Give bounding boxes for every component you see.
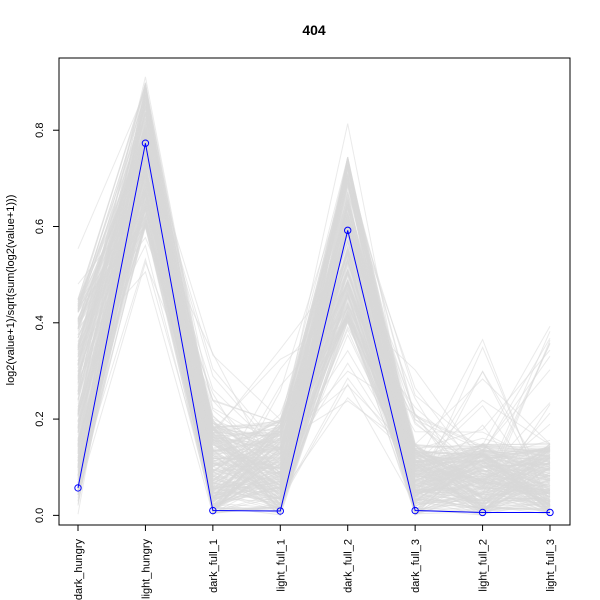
y-tick-label: 0.4 bbox=[34, 315, 46, 330]
x-tick-label: light_full_1 bbox=[275, 539, 287, 592]
x-tick-label: dark_full_2 bbox=[343, 539, 355, 593]
background-line bbox=[77, 76, 551, 513]
highlight-line bbox=[77, 143, 550, 513]
highlight-point bbox=[276, 507, 284, 515]
background-line bbox=[77, 171, 551, 516]
y-tick-label: 0.8 bbox=[34, 123, 46, 138]
highlight-point bbox=[209, 506, 217, 515]
plot-frame bbox=[58, 57, 571, 526]
background-line bbox=[77, 171, 551, 475]
highlight-point bbox=[74, 484, 82, 492]
x-axis: dark_hungry light_hungry dark_full_1 light_… bbox=[73, 525, 557, 600]
x-tick-label: light_full_2 bbox=[478, 539, 490, 592]
x-tick-label: light_hungry bbox=[140, 539, 152, 599]
y-tick-label: 0.0 bbox=[34, 508, 46, 523]
highlight-point bbox=[141, 139, 150, 147]
background-lines bbox=[77, 76, 551, 517]
background-line bbox=[77, 185, 551, 504]
background-line bbox=[77, 215, 551, 500]
background-line bbox=[77, 192, 551, 498]
y-tick-label: 0.2 bbox=[34, 411, 46, 426]
background-line bbox=[77, 83, 551, 503]
highlight-point bbox=[478, 508, 487, 517]
background-line bbox=[77, 214, 551, 500]
y-axis: 0.0 0.2 0.4 0.6 0.8 bbox=[34, 123, 59, 523]
chart-title: 404 bbox=[302, 22, 326, 38]
y-tick-label: 0.6 bbox=[34, 219, 46, 234]
background-line bbox=[77, 138, 551, 517]
background-line bbox=[77, 176, 551, 512]
x-tick-label: dark_full_3 bbox=[410, 539, 422, 593]
background-line bbox=[77, 157, 551, 491]
x-tick-label: dark_full_1 bbox=[208, 539, 220, 593]
highlight-series bbox=[74, 139, 554, 517]
highlight-point bbox=[411, 506, 419, 515]
background-line bbox=[77, 174, 551, 516]
x-tick-label: dark_hungry bbox=[73, 539, 85, 600]
highlight-point bbox=[344, 226, 352, 235]
x-tick-label: light_full_3 bbox=[545, 539, 557, 592]
background-line bbox=[77, 130, 551, 516]
y-axis-label: log2(value+1)/sqrt(sum(log2(value+1))) bbox=[5, 195, 17, 386]
highlight-point bbox=[546, 508, 554, 517]
background-line bbox=[77, 176, 551, 512]
